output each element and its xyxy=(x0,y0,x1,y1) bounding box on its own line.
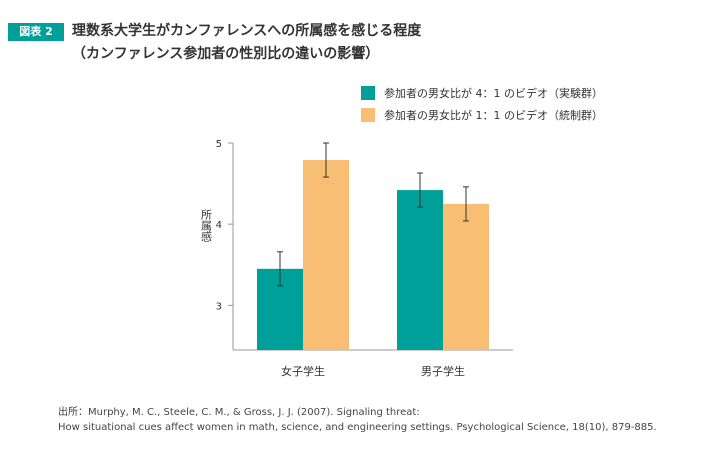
y-tick-label: 5 xyxy=(216,139,222,150)
legend-item-control: 参加者の男女比が 1：1 のビデオ（統制群） xyxy=(361,104,603,126)
legend-label-control: 参加者の男女比が 1：1 のビデオ（統制群） xyxy=(384,109,603,122)
bar-control-0 xyxy=(303,160,349,350)
chart-title-main: 理数系大学生がカンファレンスへの所属感を感じる程度 xyxy=(72,23,422,39)
y-tick-label: 3 xyxy=(216,301,222,312)
chart-title: 理数系大学生がカンファレンスへの所属感を感じる程度 （カンファレンス参加者の性別… xyxy=(72,21,421,65)
legend-label-experimental: 参加者の男女比が 4：1 のビデオ（実験群） xyxy=(384,87,603,100)
chart-subtitle: （カンファレンス参加者の性別比の違いの影響） xyxy=(72,46,380,62)
source-line-2: How situational cues affect women in mat… xyxy=(58,422,657,433)
legend-swatch-teal xyxy=(361,86,375,100)
chart-legend: 参加者の男女比が 4：1 のビデオ（実験群） 参加者の男女比が 1：1 のビデオ… xyxy=(361,82,603,126)
bar-experimental-1 xyxy=(397,190,443,350)
legend-item-experimental: 参加者の男女比が 4：1 のビデオ（実験群） xyxy=(361,82,603,104)
x-category-label: 女子学生 xyxy=(281,364,325,378)
source-citation: 出所：Murphy, M. C., Steele, C. M., & Gross… xyxy=(58,405,657,435)
bar-control-1 xyxy=(443,203,489,350)
legend-swatch-orange xyxy=(361,108,375,122)
source-line-1: 出所：Murphy, M. C., Steele, C. M., & Gross… xyxy=(58,407,420,418)
y-tick-label: 4 xyxy=(216,220,222,231)
x-category-label: 男子学生 xyxy=(421,364,465,378)
y-axis-label: 所属感 xyxy=(200,209,213,242)
figure-badge: 図表 2 xyxy=(8,23,64,41)
